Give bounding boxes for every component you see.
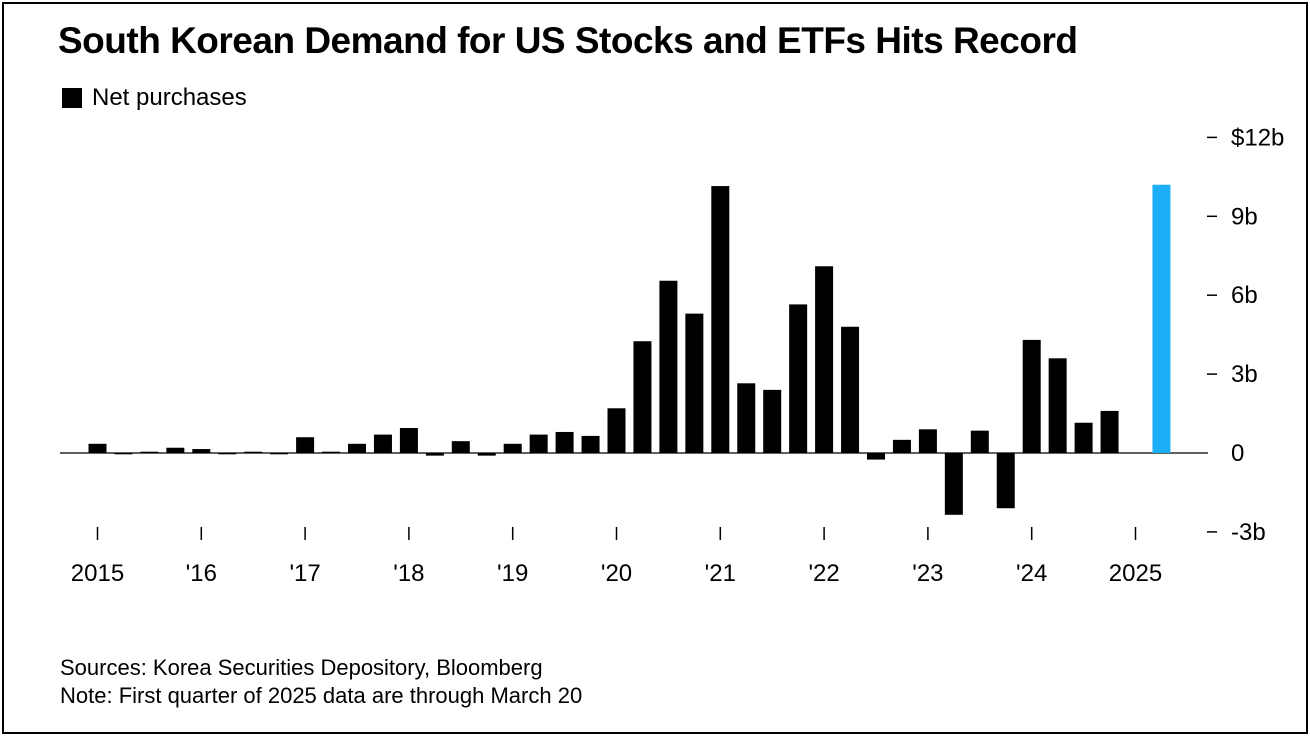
- bar: [114, 453, 133, 455]
- legend-swatch: [62, 88, 82, 108]
- bar: [711, 186, 730, 453]
- bar: [996, 453, 1015, 509]
- footer: Sources: Korea Securities Depository, Bl…: [60, 654, 582, 710]
- bar: [918, 429, 937, 453]
- x-tick-label: '19: [497, 560, 528, 587]
- legend-label: Net purchases: [92, 84, 247, 111]
- note-text: Note: First quarter of 2025 data are thr…: [60, 683, 583, 708]
- x-tick-label: '22: [808, 560, 839, 587]
- bar: [685, 313, 704, 453]
- bar: [633, 341, 652, 454]
- x-tick-label: '18: [393, 560, 424, 587]
- bar: [659, 280, 678, 453]
- x-tick-label: '17: [289, 560, 320, 587]
- x-tick-label: '23: [912, 560, 943, 587]
- x-tick-label: 2015: [71, 560, 124, 587]
- bar: [477, 453, 496, 456]
- bar: [815, 266, 834, 453]
- bar: [555, 431, 574, 453]
- bar: [1074, 422, 1093, 453]
- sources-text: Sources: Korea Securities Depository, Bl…: [60, 655, 543, 680]
- y-tick-label: 6b: [1231, 282, 1258, 309]
- bar: [607, 408, 626, 453]
- bar: [970, 430, 989, 453]
- bar: [296, 437, 315, 453]
- y-tick-label: 0: [1231, 440, 1244, 467]
- bar: [140, 451, 159, 454]
- bar: [88, 443, 107, 454]
- legend: Net purchases: [62, 84, 247, 112]
- bar: [218, 453, 237, 455]
- bar: [270, 453, 289, 455]
- bar: [944, 453, 963, 515]
- bar: [581, 435, 600, 453]
- bar: [192, 449, 211, 453]
- bar: [841, 326, 860, 453]
- bar: [892, 439, 911, 453]
- bar: [529, 434, 548, 453]
- bar: [166, 447, 185, 453]
- chart-title: South Korean Demand for US Stocks and ET…: [58, 20, 1078, 61]
- bar: [348, 443, 366, 454]
- x-tick-label: '24: [1016, 560, 1047, 587]
- bar: [451, 441, 470, 454]
- bar: [244, 451, 263, 454]
- y-tick-label: $12b: [1231, 124, 1284, 151]
- bar: [763, 389, 782, 453]
- bar: [1022, 339, 1041, 453]
- y-tick-label: 9b: [1231, 203, 1258, 230]
- bar: [737, 383, 756, 453]
- x-tick-label: '16: [186, 560, 217, 587]
- bar: [503, 443, 522, 454]
- bar: [322, 451, 341, 454]
- bar: [1152, 184, 1171, 454]
- bar: [373, 434, 392, 453]
- x-tick-label: 2025: [1109, 560, 1162, 587]
- bar: [789, 304, 808, 453]
- x-tick-label: '20: [601, 560, 632, 587]
- bar: [399, 428, 418, 453]
- bar: [425, 453, 444, 456]
- y-tick-label: 3b: [1231, 361, 1258, 388]
- bar: [1048, 358, 1067, 453]
- y-tick-label: -3b: [1231, 519, 1266, 546]
- bar: [867, 453, 885, 460]
- x-tick-label: '21: [705, 560, 736, 587]
- bar: [1100, 410, 1119, 453]
